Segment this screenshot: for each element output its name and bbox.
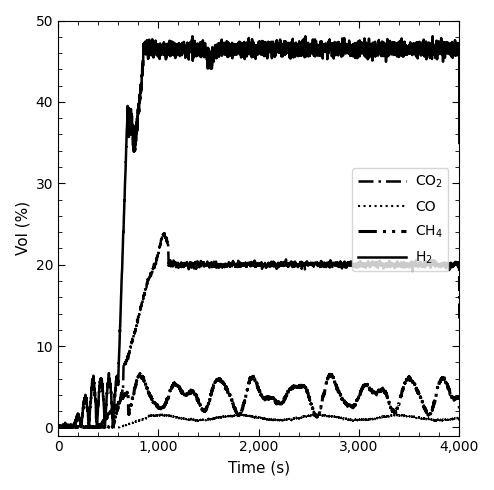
CH$_4$ bbox=[84, 424, 90, 430]
CO$_2$ bbox=[162, 230, 167, 236]
CO$_2$ bbox=[201, 260, 206, 266]
CO bbox=[456, 419, 462, 425]
CO$_2$ bbox=[292, 261, 298, 267]
Line: CO: CO bbox=[58, 414, 459, 427]
H$_2$ bbox=[353, 47, 359, 52]
CH$_4$ bbox=[137, 370, 143, 376]
CH$_4$ bbox=[353, 400, 359, 406]
CH$_4$ bbox=[292, 384, 298, 390]
CH$_4$ bbox=[456, 406, 462, 412]
X-axis label: Time (s): Time (s) bbox=[228, 460, 290, 475]
CO bbox=[82, 424, 88, 430]
CH$_4$ bbox=[201, 407, 206, 413]
CO bbox=[353, 416, 359, 422]
CH$_4$ bbox=[55, 424, 61, 430]
CO bbox=[310, 412, 316, 418]
Line: H$_2$: H$_2$ bbox=[58, 36, 459, 427]
CO bbox=[374, 415, 380, 421]
Legend: CO$_2$, CO, CH$_4$, H$_2$: CO$_2$, CO, CH$_4$, H$_2$ bbox=[352, 168, 449, 271]
Line: CH$_4$: CH$_4$ bbox=[58, 373, 459, 427]
Y-axis label: Vol (%): Vol (%) bbox=[15, 201, 30, 255]
Line: CO$_2$: CO$_2$ bbox=[58, 233, 459, 427]
H$_2$ bbox=[456, 140, 462, 146]
H$_2$ bbox=[75, 415, 81, 421]
CH$_4$ bbox=[75, 424, 81, 430]
H$_2$ bbox=[374, 43, 380, 49]
H$_2$ bbox=[430, 33, 436, 39]
CO$_2$ bbox=[73, 424, 79, 430]
CO$_2$ bbox=[310, 262, 316, 268]
CO$_2$ bbox=[456, 320, 462, 326]
H$_2$ bbox=[292, 52, 298, 58]
CH$_4$ bbox=[310, 407, 316, 413]
H$_2$ bbox=[310, 50, 316, 56]
CO$_2$ bbox=[353, 262, 359, 268]
H$_2$ bbox=[55, 424, 61, 430]
CO bbox=[158, 411, 164, 417]
CO$_2$ bbox=[55, 424, 61, 430]
CO bbox=[201, 417, 206, 423]
CO$_2$ bbox=[75, 424, 81, 430]
CO bbox=[292, 415, 298, 421]
H$_2$ bbox=[201, 47, 206, 53]
CH$_4$ bbox=[374, 392, 380, 397]
CO bbox=[75, 424, 81, 430]
H$_2$ bbox=[55, 424, 61, 430]
CO bbox=[55, 424, 61, 430]
CO$_2$ bbox=[374, 262, 380, 268]
